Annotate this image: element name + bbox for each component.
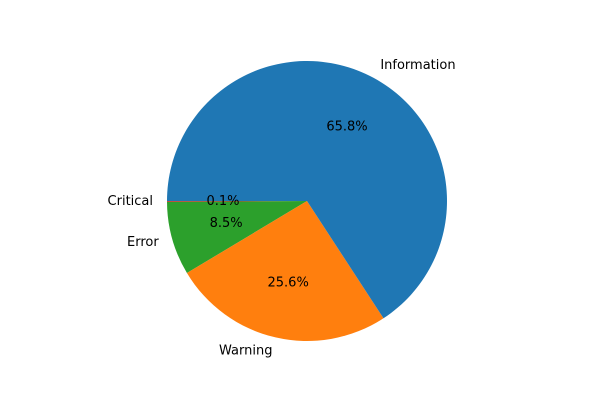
slice-percent-warning: 25.6% <box>268 275 309 290</box>
pie-slice-error <box>167 201 307 274</box>
slice-percent-error: 8.5% <box>210 216 243 231</box>
slice-percent-information: 65.8% <box>326 120 367 135</box>
pie-slices <box>167 61 447 342</box>
pie-slice-warning <box>186 201 384 342</box>
slice-label-error: Error <box>127 235 159 250</box>
slice-percent-critical: 0.1% <box>206 194 239 209</box>
pie-slice-critical <box>167 201 307 202</box>
pie-slice-information <box>167 61 447 319</box>
slice-label-critical: Critical <box>108 194 153 209</box>
slice-label-information: Information <box>380 58 455 73</box>
slice-label-warning: Warning <box>219 344 272 359</box>
pie-labels: Critical 0.1% Error 8.5% Warning 25.6% Informa… <box>108 58 456 358</box>
